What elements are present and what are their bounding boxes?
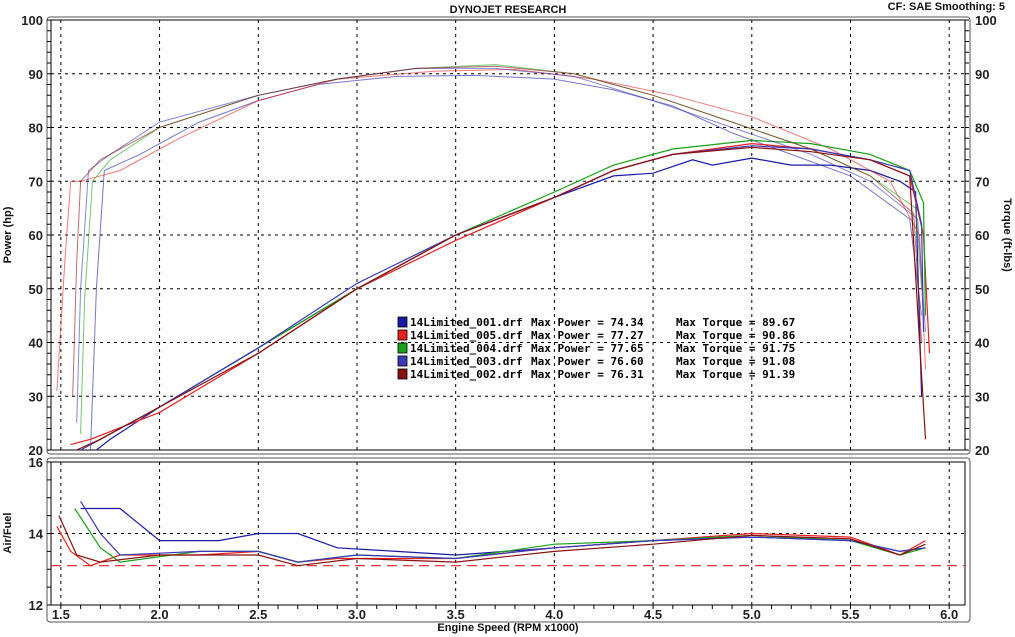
torque-tick-label: 50 xyxy=(975,282,989,297)
legend-max-power: Max Power = 77.27 xyxy=(531,329,644,342)
legend-entry-name: 14Limited_003.drf xyxy=(410,355,523,368)
x-tick-label: 1.5 xyxy=(52,607,70,622)
x-tick-label: 2.5 xyxy=(249,607,267,622)
x-tick-label: 2.0 xyxy=(151,607,169,622)
x-tick-label: 6.0 xyxy=(940,607,958,622)
power-tick-label: 90 xyxy=(29,67,43,82)
x-tick-label: 3.5 xyxy=(447,607,465,622)
legend-max-power: Max Power = 76.31 xyxy=(531,368,644,381)
power-tick-label: 60 xyxy=(29,228,43,243)
power-tick-label: 70 xyxy=(29,174,43,189)
power-curve-3 xyxy=(90,139,927,446)
power-curve-5 xyxy=(76,146,927,451)
power-torque-curves xyxy=(56,64,931,451)
power-tick-label: 80 xyxy=(29,121,43,136)
legend-max-power: Max Power = 77.65 xyxy=(531,342,644,355)
legend-entry-name: 14Limited_005.drf xyxy=(410,329,523,342)
power-y-ticks: 20 20 30 30 40 40 50 50 60 60 70 70 80 80 90 90 100 100 xyxy=(21,13,996,458)
afr-curve-5 xyxy=(58,515,926,567)
torque-tick-label: 60 xyxy=(975,228,989,243)
settings-readout: CF: SAE Smoothing: 5 xyxy=(888,1,1005,13)
power-tick-label: 40 xyxy=(29,336,43,351)
afr-tick-label: 12 xyxy=(29,598,43,613)
y-axis-label-afr: Air/Fuel xyxy=(2,513,14,554)
legend-swatch xyxy=(397,355,408,367)
afr-y-ticks: 12 14 16 xyxy=(29,455,51,613)
afr-tick-label: 14 xyxy=(29,527,44,542)
legend-entry-name: 14Limited_001.drf xyxy=(410,316,523,329)
legend-max-torque: Max Torque = 89.67 xyxy=(676,316,795,329)
torque-curve-1 xyxy=(90,74,923,451)
torque-tick-label: 70 xyxy=(975,174,989,189)
x-axis-label: Engine Speed (RPM x1000) xyxy=(437,622,579,634)
legend-swatch xyxy=(397,316,408,328)
x-tick-label: 4.5 xyxy=(644,607,662,622)
torque-tick-label: 20 xyxy=(975,443,989,458)
torque-tick-label: 30 xyxy=(975,389,989,404)
legend: 14Limited_001.drf Max Power = 74.34 Max To… xyxy=(397,316,796,381)
x-tick-label: 3.0 xyxy=(348,607,366,622)
torque-curve-4 xyxy=(76,67,926,424)
legend-swatch xyxy=(397,342,408,354)
afr-tick-label: 16 xyxy=(29,455,43,470)
afr-curves xyxy=(56,500,926,567)
torque-curve-2 xyxy=(56,68,926,391)
legend-entry-name: 14Limited_002.drf xyxy=(410,368,523,381)
afr-curve-4 xyxy=(80,500,926,563)
legend-max-torque: Max Torque = 91.75 xyxy=(676,342,795,355)
torque-tick-label: 40 xyxy=(975,336,989,351)
torque-curve-5 xyxy=(72,65,923,397)
power-tick-label: 50 xyxy=(29,282,43,297)
x-tick-label: 5.0 xyxy=(743,607,761,622)
legend-entry-name: 14Limited_004.drf xyxy=(410,342,523,355)
legend-swatch xyxy=(397,368,408,380)
afr-panel xyxy=(46,457,971,623)
legend-max-power: Max Power = 74.34 xyxy=(531,316,644,329)
x-tick-label: 4.0 xyxy=(545,607,563,622)
chart-title: DYNOJET RESEARCH xyxy=(450,4,567,16)
torque-tick-label: 80 xyxy=(975,121,989,136)
y-axis-label-torque: Torque (ft-lbs) xyxy=(1001,198,1013,272)
y-axis-label-power: Power (hp) xyxy=(2,206,14,263)
power-tick-label: 30 xyxy=(29,389,43,404)
legend-max-power: Max Power = 76.60 xyxy=(531,355,644,368)
x-tick-label: 5.5 xyxy=(841,607,859,622)
torque-tick-label: 90 xyxy=(975,67,989,82)
legend-max-torque: Max Torque = 90.86 xyxy=(676,329,796,342)
legend-max-torque: Max Torque = 91.08 xyxy=(676,355,795,368)
power-tick-label: 100 xyxy=(21,13,43,28)
legend-max-torque: Max Torque = 91.39 xyxy=(676,368,795,381)
power-grid xyxy=(51,20,965,450)
legend-swatch xyxy=(397,329,408,341)
torque-tick-label: 100 xyxy=(975,13,997,28)
x-axis-ticks: 1.5 2.0 2.5 3.0 3.5 4.0 4.5 5.0 5.5 6.0 xyxy=(52,605,958,622)
power-tick-label: 20 xyxy=(29,443,43,458)
